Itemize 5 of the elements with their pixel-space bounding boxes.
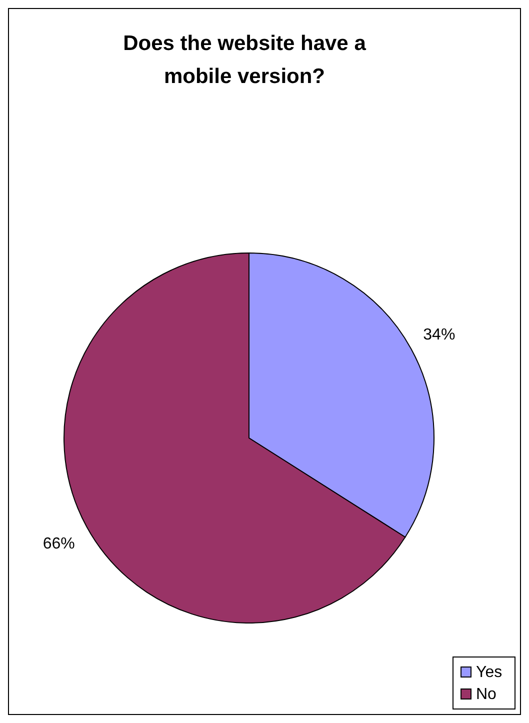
data-label: 34% bbox=[423, 326, 456, 344]
data-label: 66% bbox=[42, 536, 75, 553]
legend-label: Yes bbox=[476, 664, 502, 681]
legend-label: No bbox=[476, 686, 497, 703]
chart-title: Does the website have a mobile version? bbox=[123, 32, 366, 88]
